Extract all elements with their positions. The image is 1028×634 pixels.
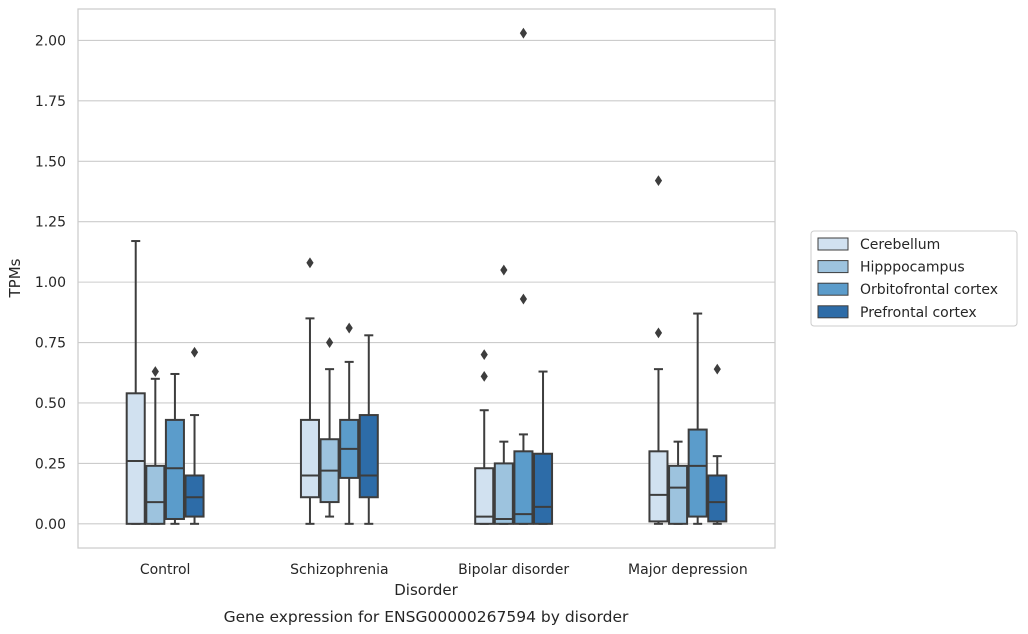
box-hipppocampus (145, 366, 166, 525)
legend-label: Hipppocampus (860, 260, 965, 276)
outlier-point (519, 293, 528, 305)
chart-title: Gene expression for ENSG00000267594 by d… (224, 608, 629, 626)
outlier-point (654, 327, 663, 339)
outlier-point (713, 363, 721, 375)
y-tick-label: 0.25 (35, 456, 66, 472)
y-axis-label: TPMs (6, 258, 24, 298)
x-axis-ticks: Control Schizophrenia Bipolar disorder Majo… (140, 562, 748, 578)
outlier-point (345, 322, 353, 334)
box-iqr (299, 418, 320, 499)
outlier-point (480, 349, 488, 361)
y-tick-label: 1.00 (35, 275, 66, 291)
box-cerebellum (648, 175, 669, 525)
y-tick-label: 1.75 (35, 94, 66, 110)
legend-items: Cerebellum Hipppocampus Orbitofrontal cort… (817, 237, 998, 321)
box-iqr (668, 464, 689, 525)
legend-frame (810, 230, 1018, 327)
y-tick-label: 0.75 (35, 336, 66, 352)
y-tick-label: 1.50 (35, 154, 66, 170)
box-orbitofrontal-cortex (687, 312, 708, 525)
box-cerebellum (299, 257, 320, 525)
box-cerebellum (125, 240, 146, 525)
box-iqr (648, 450, 669, 523)
outlier-point (519, 27, 528, 39)
box-orbitofrontal-cortex (339, 322, 360, 525)
plot-area (125, 27, 728, 525)
y-axis-ticks: 0.00 0.25 0.50 0.75 1.00 1.25 1.50 1.75 2.00 (35, 33, 66, 532)
box-iqr (493, 462, 514, 525)
x-tick-label: Major depression (628, 562, 748, 578)
outlier-point (190, 346, 199, 358)
y-tick-label: 2.00 (35, 33, 66, 49)
box-iqr (687, 428, 708, 518)
box-iqr (513, 450, 534, 525)
legend-swatch (817, 237, 849, 251)
box-orbitofrontal-cortex (164, 372, 185, 525)
box-prefrontal-cortex (184, 346, 205, 525)
box-hipppocampus (493, 264, 514, 525)
y-tick-label: 0.50 (35, 396, 66, 412)
box-iqr (145, 464, 166, 525)
box-prefrontal-cortex (707, 363, 728, 525)
outlier-point (151, 366, 159, 377)
plot-frame (77, 8, 776, 549)
x-tick-label: Schizophrenia (290, 562, 388, 578)
box-hipppocampus (668, 440, 689, 525)
legend-swatch (817, 260, 849, 274)
outlier-point (500, 264, 508, 276)
legend-swatch (817, 305, 849, 319)
outlier-point (480, 370, 488, 382)
legend-label: Prefrontal cortex (860, 305, 977, 321)
legend: Cerebellum Hipppocampus Orbitofrontal cort… (810, 230, 1018, 327)
box-prefrontal-cortex (533, 370, 554, 525)
x-tick-label: Control (140, 562, 191, 578)
box-orbitofrontal-cortex (513, 27, 534, 525)
legend-swatch (817, 282, 849, 296)
box-cerebellum (474, 349, 495, 525)
legend-label: Orbitofrontal cortex (860, 282, 998, 298)
outlier-point (325, 337, 334, 348)
legend-label: Cerebellum (860, 237, 940, 253)
box-iqr (184, 474, 205, 518)
box-iqr (533, 452, 554, 525)
x-axis-label: Disorder (394, 581, 458, 599)
box-hipppocampus (319, 337, 340, 518)
box-iqr (164, 418, 185, 520)
x-tick-label: Bipolar disorder (458, 562, 569, 578)
outlier-point (306, 257, 314, 269)
outlier-point (654, 175, 663, 187)
box-iqr (125, 392, 146, 525)
box-iqr (474, 467, 495, 525)
box-iqr (707, 474, 728, 523)
box-iqr (358, 414, 379, 499)
y-tick-label: 1.25 (35, 215, 66, 231)
y-tick-label: 0.00 (35, 517, 66, 533)
box-prefrontal-cortex (358, 334, 379, 525)
